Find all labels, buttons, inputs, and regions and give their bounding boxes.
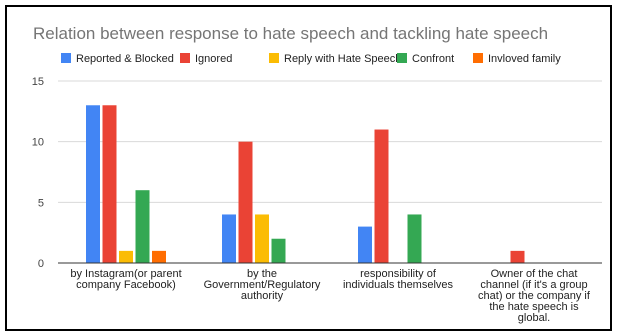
legend-label-invloved-family: Invloved family — [488, 53, 561, 65]
bar-reported-blocked-cat-1 — [86, 105, 100, 264]
x-category-label-1: by Instagram(or parent company Facebook) — [70, 268, 181, 291]
y-axis-ticks: 0 5 10 15 — [32, 76, 44, 270]
bar-confront-cat-1 — [135, 190, 150, 263]
bar-confront-cat-3 — [407, 214, 422, 263]
legend-label-reply-with-hate-speech: Reply with Hate Speech — [284, 53, 401, 65]
bar-ignored-cat-2 — [238, 141, 253, 263]
legend-swatch-ignored — [180, 53, 190, 63]
bar-confront-cat-2 — [271, 238, 286, 263]
legend-swatch-reported-blocked — [61, 53, 71, 63]
bar-invloved-family-cat-1 — [152, 250, 166, 263]
bar-ignored-cat-3 — [374, 129, 389, 263]
bar-ignored-cat-4 — [510, 250, 525, 263]
legend: Reported & Blocked Ignored Reply with Hate… — [61, 53, 561, 65]
bars — [86, 105, 525, 264]
legend-label-confront: Confront — [412, 53, 454, 65]
bar-reply-with-hate-speech-cat-2 — [255, 214, 269, 263]
y-tick-label-10: 10 — [32, 137, 44, 149]
x-category-label-4: Owner of the chat channel (if it's a grou… — [478, 268, 591, 324]
x-category-label-2: by the Government/Regulatory authority — [204, 268, 321, 302]
category-labels: by Instagram(or parent company Facebook) b… — [70, 268, 591, 324]
legend-swatch-confront — [397, 53, 407, 63]
bar-reported-blocked-cat-3 — [358, 226, 372, 263]
legend-label-ignored: Ignored — [195, 53, 232, 65]
chart-title: Relation between response to hate speech… — [33, 24, 548, 43]
bar-reply-with-hate-speech-cat-1 — [119, 250, 133, 263]
bar-reported-blocked-cat-2 — [222, 214, 236, 263]
legend-label-reported-blocked: Reported & Blocked — [76, 53, 174, 65]
gridlines — [58, 80, 602, 203]
legend-swatch-reply-with-hate-speech — [269, 53, 279, 63]
y-tick-label-5: 5 — [38, 197, 44, 209]
y-tick-label-0: 0 — [38, 258, 44, 270]
x-category-label-3: responsibility of individuals themselves — [343, 268, 454, 291]
bar-ignored-cat-1 — [102, 105, 117, 264]
legend-swatch-invloved-family — [473, 53, 483, 63]
y-tick-label-15: 15 — [32, 76, 44, 88]
